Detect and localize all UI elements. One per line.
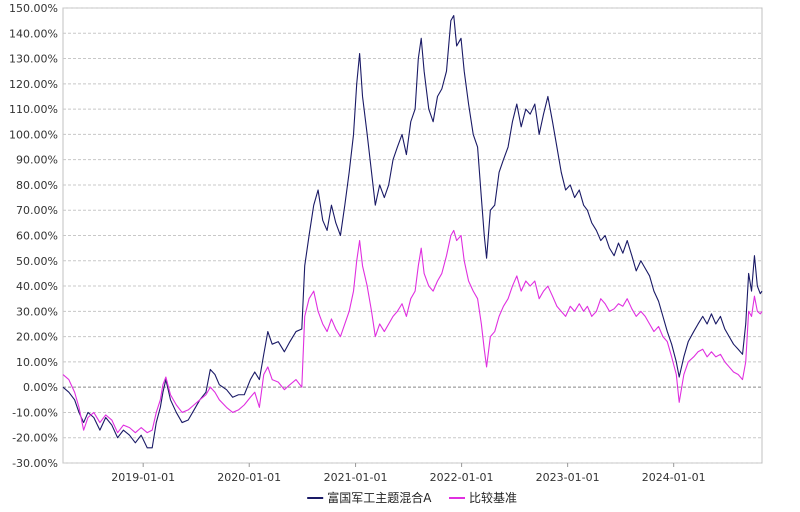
- x-axis: 2019-01-01 2020-01-01 2021-01-01 2022-01-01…: [111, 463, 706, 484]
- grid-lines: [63, 7, 762, 464]
- x-tick-label: 2024-01-01: [642, 471, 706, 484]
- y-tick-label: 50.00%: [16, 255, 58, 268]
- x-tick-label: 2022-01-01: [430, 471, 494, 484]
- x-tick-label: 2021-01-01: [324, 471, 388, 484]
- y-tick-label: 150.00%: [9, 2, 58, 15]
- legend-label-1: 比较基准: [469, 490, 517, 505]
- y-tick-label: 0.00%: [23, 381, 58, 394]
- legend-label-0: 富国军工主题混合A: [327, 490, 432, 505]
- x-tick-label: 2020-01-01: [217, 471, 281, 484]
- y-tick-label: -20.00%: [12, 432, 58, 445]
- y-axis: -30.00% -20.00% -10.00% 0.00% 10.00% 20.00% 30…: [9, 2, 58, 470]
- y-tick-label: 10.00%: [16, 356, 58, 369]
- y-tick-label: 110.00%: [9, 103, 58, 116]
- series-layer: [62, 15, 763, 449]
- y-tick-label: 70.00%: [16, 204, 58, 217]
- y-tick-label: 80.00%: [16, 179, 58, 192]
- y-tick-label: -30.00%: [12, 457, 58, 470]
- x-tick-label: 2023-01-01: [536, 471, 600, 484]
- y-tick-label: 60.00%: [16, 230, 58, 243]
- y-tick-label: -10.00%: [12, 406, 58, 419]
- y-tick-label: 90.00%: [16, 154, 58, 167]
- plot-area: [62, 7, 763, 464]
- y-tick-label: 40.00%: [16, 280, 58, 293]
- series-line-1: [62, 229, 763, 434]
- y-tick-label: 120.00%: [9, 78, 58, 91]
- y-tick-label: 130.00%: [9, 53, 58, 66]
- legend: 富国军工主题混合A 比较基准: [307, 490, 517, 505]
- y-tick-label: 20.00%: [16, 331, 58, 344]
- y-tick-label: 140.00%: [9, 27, 58, 40]
- x-tick-label: 2019-01-01: [111, 471, 175, 484]
- y-tick-label: 30.00%: [16, 305, 58, 318]
- y-tick-label: 100.00%: [9, 128, 58, 141]
